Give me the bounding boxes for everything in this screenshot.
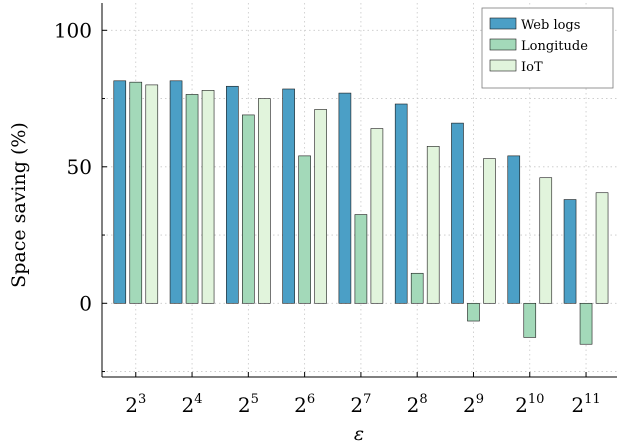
axes: [101, 3, 617, 378]
bar-longitude: [129, 81, 143, 304]
ticks: 0 50 100 23 24 25 26 27 28 29 210 211: [54, 18, 601, 417]
legend-label-longitude: Longitude: [521, 39, 588, 54]
bar-iot: [314, 109, 327, 304]
y-tick-label: 0: [79, 291, 92, 315]
x-tick-label: 28: [407, 392, 428, 417]
x-tick-label: 26: [294, 392, 315, 417]
bar-web-logs: [563, 199, 577, 304]
bar-web-logs: [507, 155, 521, 304]
x-axis-label: ε: [354, 423, 364, 445]
bar-web-logs: [226, 85, 239, 304]
y-tick-label: 50: [67, 155, 92, 179]
bar-web-logs: [394, 103, 408, 304]
bar-longitude: [242, 114, 255, 304]
bar-iot: [483, 158, 496, 304]
bar-iot: [539, 177, 553, 304]
legend-swatch-iot: [489, 59, 517, 72]
x-tick-label: 27: [350, 392, 371, 417]
bar-longitude: [523, 302, 537, 338]
y-axis-label: Space saving (%): [8, 122, 30, 288]
legend-swatch-longitude: [489, 38, 517, 51]
bar-web-logs: [113, 80, 127, 304]
bar-web-logs: [282, 88, 295, 304]
legend-label-web-logs: Web logs: [521, 18, 580, 33]
bar-iot: [201, 90, 215, 304]
x-tick-label: 211: [571, 392, 600, 417]
bar-iot: [145, 84, 159, 304]
x-tick-label: 23: [125, 392, 146, 417]
y-tick-label: 100: [54, 18, 92, 42]
bar-iot: [370, 128, 384, 304]
x-tick-label: 29: [463, 392, 484, 417]
x-tick-label: 210: [515, 392, 544, 417]
bar-longitude: [185, 94, 199, 304]
bar-web-logs: [169, 80, 183, 304]
bar-longitude: [579, 302, 593, 345]
bar-longitude: [410, 272, 424, 304]
bar-iot: [426, 146, 440, 304]
legend-label-iot: IoT: [521, 60, 543, 75]
x-tick-label: 25: [238, 392, 259, 417]
bar-web-logs: [338, 92, 352, 304]
bar-longitude: [467, 302, 480, 322]
bar-longitude: [298, 155, 311, 304]
bar-longitude: [354, 214, 368, 304]
bar-iot: [258, 98, 271, 304]
bar-iot: [595, 192, 609, 304]
legend: Web logs Longitude IoT: [481, 7, 614, 89]
legend-swatch-web-logs: [489, 17, 517, 30]
x-tick-label: 24: [182, 392, 203, 417]
bar-web-logs: [451, 122, 464, 304]
bars: [113, 80, 609, 345]
